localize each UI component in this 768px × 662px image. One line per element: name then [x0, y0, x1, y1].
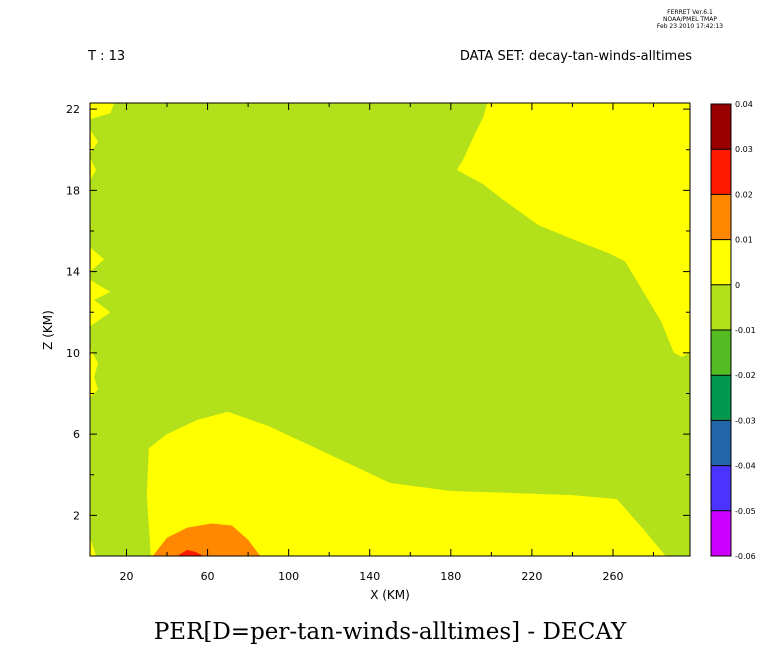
colorbar-swatch — [711, 420, 731, 466]
x-tick-label: 140 — [359, 570, 380, 583]
x-tick-label: 20 — [119, 570, 133, 583]
colorbar: -0.06 -0.05 -0.04 -0.03 -0.02 -0.01 0 0.01 0.02 0… — [710, 100, 756, 561]
dataset-label: DATA SET: decay-tan-winds-alltimes — [460, 49, 692, 64]
colorbar-swatch — [711, 510, 731, 556]
chart-title: PER[D=per-tan-winds-alltimes] - DECAY — [154, 619, 627, 645]
contour-region-11 — [177, 549, 204, 556]
colorbar-label: -0.05 — [735, 507, 756, 516]
contour-region-8 — [90, 348, 99, 398]
ferret-date-stamp: Feb 23 2010 17:42:13 — [657, 23, 723, 30]
colorbar-label: -0.01 — [735, 326, 756, 335]
colorbar-swatch — [711, 375, 731, 421]
plot-area: 20 60 100 140 180 220 260 2 6 10 14 18 22 — [66, 102, 691, 583]
x-axis-ticks: 20 60 100 140 180 220 260 — [119, 103, 655, 583]
x-tick-label: 100 — [278, 570, 299, 583]
colorbar-label: -0.02 — [735, 371, 756, 380]
ferret-org-stamp: NOAA/PMEL TMAP — [663, 16, 717, 23]
contour-region-2 — [456, 103, 690, 357]
colorbar-swatch — [711, 104, 731, 150]
contour-region-7 — [90, 279, 111, 327]
y-tick-label: 18 — [66, 184, 80, 197]
colorbar-swatch — [711, 465, 731, 511]
y-tick-label: 2 — [73, 509, 80, 522]
plot-frame — [89, 102, 691, 557]
ferret-version-stamp: FERRET Ver.6.1 — [667, 9, 713, 16]
colorbar-label: 0.03 — [735, 145, 753, 154]
contour-region-10 — [152, 523, 261, 556]
contour-region-6 — [90, 247, 105, 272]
contour-regions — [90, 103, 690, 556]
y-axis-label: Z (KM) — [41, 310, 55, 350]
y-tick-label: 22 — [66, 103, 80, 116]
contour-region-9 — [90, 537, 97, 556]
colorbar-label: 0.02 — [735, 190, 753, 199]
contour-region-3 — [90, 103, 115, 120]
colorbar-swatch — [711, 239, 731, 285]
colorbar-swatch — [711, 284, 731, 330]
contour-region-4 — [90, 129, 99, 154]
contour-region-5 — [90, 157, 97, 181]
y-tick-label: 10 — [66, 347, 80, 360]
x-tick-label: 180 — [440, 570, 461, 583]
colorbar-label: -0.03 — [735, 416, 756, 425]
y-tick-label: 14 — [66, 266, 80, 279]
contour-region-1 — [146, 411, 666, 556]
time-label: T : 13 — [87, 49, 125, 64]
colorbar-swatch — [711, 330, 731, 376]
colorbar-swatch — [711, 194, 731, 240]
colorbar-label: -0.06 — [735, 552, 756, 561]
x-tick-label: 60 — [201, 570, 215, 583]
x-axis-label: X (KM) — [370, 588, 410, 602]
colorbar-label: -0.04 — [735, 462, 756, 471]
colorbar-label: 0 — [735, 281, 740, 290]
colorbar-swatch — [711, 149, 731, 195]
y-tick-label: 6 — [73, 428, 80, 441]
x-tick-label: 220 — [521, 570, 542, 583]
colorbar-label: 0.01 — [735, 236, 753, 245]
y-axis-ticks: 2 6 10 14 18 22 — [66, 103, 690, 522]
colorbar-label: 0.04 — [735, 100, 753, 109]
x-tick-label: 260 — [602, 570, 623, 583]
colorbar-frame — [710, 103, 732, 557]
